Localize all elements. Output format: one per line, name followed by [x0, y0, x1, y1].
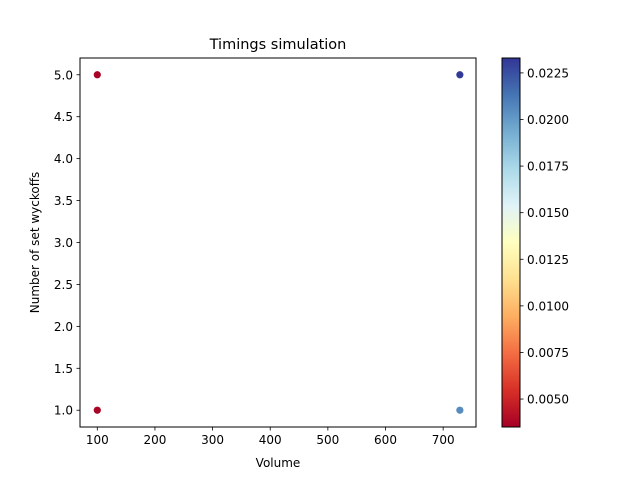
- colorbar-tick-label: 0.0150: [527, 206, 569, 220]
- colorbar-tick-label: 0.0050: [527, 393, 569, 407]
- y-axis-label: Number of set wyckoffs: [28, 172, 42, 313]
- scatter-point: [456, 71, 464, 79]
- x-tick-label: 700: [432, 433, 455, 447]
- y-tick-label: 3.0: [54, 236, 73, 250]
- colorbar-tick-label: 0.0100: [527, 299, 569, 313]
- colorbar-tick-label: 0.0125: [527, 253, 569, 267]
- scatter-point: [93, 406, 101, 414]
- colorbar-axis: 0.0050 0.0075 0.0100 0.0125 0.0150 0.0175 0.02…: [520, 66, 569, 407]
- y-tick-label: 1.5: [54, 362, 73, 376]
- colorbar-tick-label: 0.0225: [527, 66, 569, 80]
- chart-title: Timings simulation: [209, 37, 347, 53]
- scatter-points: [93, 71, 464, 414]
- plot-area: [79, 57, 477, 428]
- x-axis-label: Volume: [256, 456, 301, 470]
- x-tick-label: 300: [201, 433, 224, 447]
- x-tick-label: 500: [316, 433, 339, 447]
- x-tick-label: 600: [374, 433, 397, 447]
- axes-frame: [79, 57, 477, 428]
- scatter-point: [456, 406, 464, 414]
- colorbar-tick-label: 0.0175: [527, 160, 569, 174]
- scatter-point: [93, 71, 101, 79]
- y-tick-label: 3.5: [54, 194, 73, 208]
- colorbar: 0.0050 0.0075 0.0100 0.0125 0.0150 0.0175 0.02…: [501, 57, 569, 428]
- y-axis: 1.0 1.5 2.0 2.5 3.0 3.5 4.0 4.5 5.0: [54, 68, 80, 418]
- y-tick-label: 4.5: [54, 110, 73, 124]
- colorbar-tick-label: 0.0075: [527, 346, 569, 360]
- x-tick-label: 400: [259, 433, 282, 447]
- colorbar-frame: [501, 57, 521, 428]
- x-tick-label: 100: [86, 433, 109, 447]
- y-tick-label: 4.0: [54, 152, 73, 166]
- y-tick-label: 2.5: [54, 278, 73, 292]
- colorbar-gradient: [502, 58, 520, 427]
- y-tick-label: 5.0: [54, 68, 73, 82]
- y-tick-label: 1.0: [54, 404, 73, 418]
- x-axis: 100 200 300 400 500 600 700: [86, 427, 455, 447]
- x-tick-label: 200: [143, 433, 166, 447]
- y-tick-label: 2.0: [54, 320, 73, 334]
- colorbar-tick-label: 0.0200: [527, 113, 569, 127]
